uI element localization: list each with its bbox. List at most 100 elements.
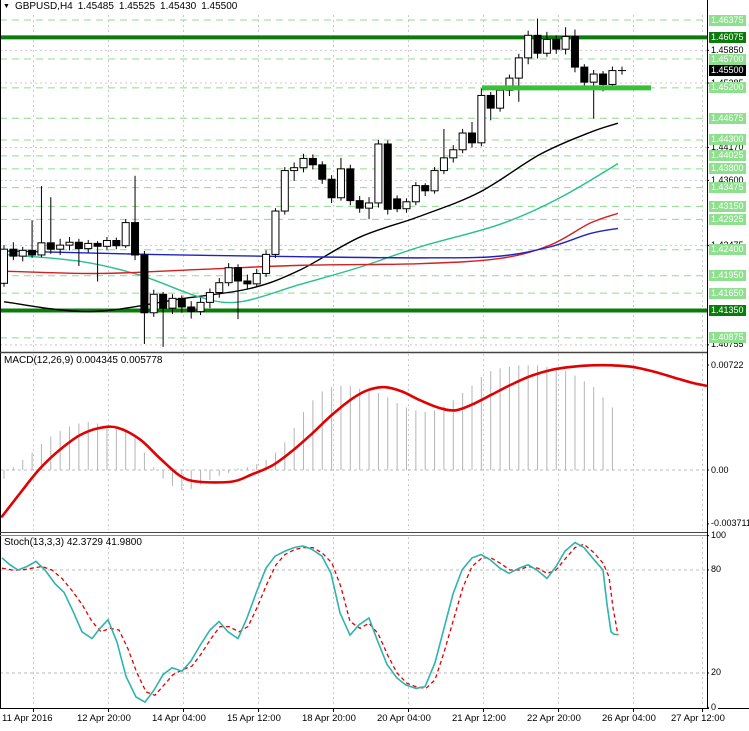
candle-bear [346, 168, 355, 202]
candle-bull [290, 167, 299, 172]
candle-bear [421, 185, 430, 192]
price-panel[interactable] [0, 15, 707, 351]
price-level-label: 1.43150 [709, 200, 746, 212]
candle-bull [121, 222, 130, 247]
candle-bear [486, 94, 495, 109]
candle-bull [56, 244, 65, 250]
price-axis-label: 1.44170 [709, 141, 746, 153]
candle-bear [580, 66, 589, 83]
stoch-panel[interactable] [0, 537, 707, 706]
candle-bear [28, 249, 37, 256]
candle-bear [468, 132, 476, 144]
candle-bear [131, 222, 140, 256]
candle-bull [374, 143, 383, 204]
price-level-label: 1.44025 [709, 150, 746, 162]
time-axis-label: 14 Apr 04:00 [152, 713, 206, 724]
candle-bull [18, 249, 27, 257]
price-level-label: 1.42400 [709, 244, 746, 256]
candle-bull [430, 170, 439, 192]
quote-low: 1.45430 [160, 1, 197, 12]
macd-signal-line [0, 363, 708, 518]
candle-bear [177, 297, 186, 308]
candle-bull [496, 89, 505, 109]
candle-bull [449, 149, 458, 159]
candle-bear [570, 35, 579, 68]
time-axis-label: 26 Apr 04:00 [602, 713, 656, 724]
candle-bear [140, 254, 149, 314]
candle-bull [149, 293, 158, 314]
price-axis-label: 1.43600 [709, 174, 746, 186]
time-axis-label: 15 Apr 12:00 [227, 713, 281, 724]
macd-panel[interactable] [0, 354, 708, 530]
candle-bull [608, 70, 617, 85]
ma-blue-line [3, 227, 619, 259]
stoch-axis-label: 80 [709, 564, 724, 576]
symbol-dropdown-icon[interactable]: ▼ [3, 2, 10, 10]
time-axis-label: 27 Apr 12:00 [671, 713, 725, 724]
price-level-label: 1.43800 [709, 163, 746, 175]
current-price-label: 1.45500 [709, 65, 746, 77]
time-axis-label: 20 Apr 04:00 [377, 713, 431, 724]
candle-bear [327, 178, 336, 199]
price-level-label: 1.44675 [709, 112, 746, 124]
candle-bear [9, 248, 18, 257]
quote-open: 1.45485 [77, 1, 114, 12]
price-level-label: 1.45200 [709, 82, 746, 94]
candle-bull [542, 38, 551, 54]
candle-bull [477, 94, 486, 144]
candle-bull [205, 292, 214, 303]
candle-bear [318, 164, 327, 180]
stoch-axis-label: 0 [709, 701, 719, 713]
candle-bear [552, 38, 561, 50]
time-axis-label: 22 Apr 20:00 [527, 713, 581, 724]
price-level-label: 1.40875 [709, 332, 746, 344]
candle-bear [533, 34, 542, 54]
stoch-axis-label: 100 [709, 530, 729, 542]
candle-bull [589, 73, 598, 83]
price-axis-label: 1.40755 [709, 339, 746, 351]
time-axis-label: 18 Apr 20:00 [302, 713, 356, 724]
price-level-label: 1.41350 [709, 304, 746, 316]
candle-bull [84, 242, 93, 250]
candle-bull [411, 185, 420, 203]
candle-bull [561, 35, 570, 50]
ma-green-line [3, 163, 619, 304]
candle-bear [393, 198, 402, 210]
candle-bull [365, 202, 374, 209]
macd-axis-label: 0.00722 [709, 359, 746, 371]
macd-indicator-label: MACD(12,26,9) 0.004345 0.005778 [4, 355, 163, 366]
candle-bear [355, 200, 364, 209]
quote-bar[interactable]: ▼ GBPUSD,H4 1.45485 1.45525 1.45430 1.45… [3, 1, 237, 12]
candle-bull [65, 241, 74, 246]
candle-bear [234, 267, 242, 282]
candlestick-series [0, 18, 617, 347]
candle-bull [37, 242, 46, 256]
candle-bear [46, 242, 55, 250]
candle-bear [159, 293, 168, 309]
candle-bull [280, 170, 289, 212]
candle-bull [215, 282, 224, 294]
time-axis-label: 11 Apr 2016 [2, 713, 53, 724]
price-axis-label: 1.45850 [709, 44, 746, 56]
time-axis-label: 12 Apr 20:00 [77, 713, 131, 724]
candle-bull [271, 210, 280, 255]
candle-bull [224, 267, 233, 284]
candle-bear [187, 306, 196, 313]
stoch-indicator-label: Stoch(13,3,3) 42.3729 41.9800 [4, 537, 142, 548]
candle-bull [168, 297, 177, 309]
time-axis-label: 21 Apr 12:00 [452, 713, 506, 724]
candle-bear [308, 157, 317, 166]
candle-bull [102, 240, 111, 247]
price-level-label: 1.41950 [709, 270, 746, 282]
candle-bear [74, 241, 83, 250]
candle-bull [299, 157, 308, 169]
candle-bull [252, 272, 261, 285]
price-level-label: 1.46075 [709, 31, 746, 43]
candle-bear [383, 143, 392, 210]
quote-close: 1.45500 [201, 1, 238, 12]
candle-bull [196, 301, 205, 313]
candle-bear [93, 242, 102, 247]
candle-bull [514, 57, 523, 79]
